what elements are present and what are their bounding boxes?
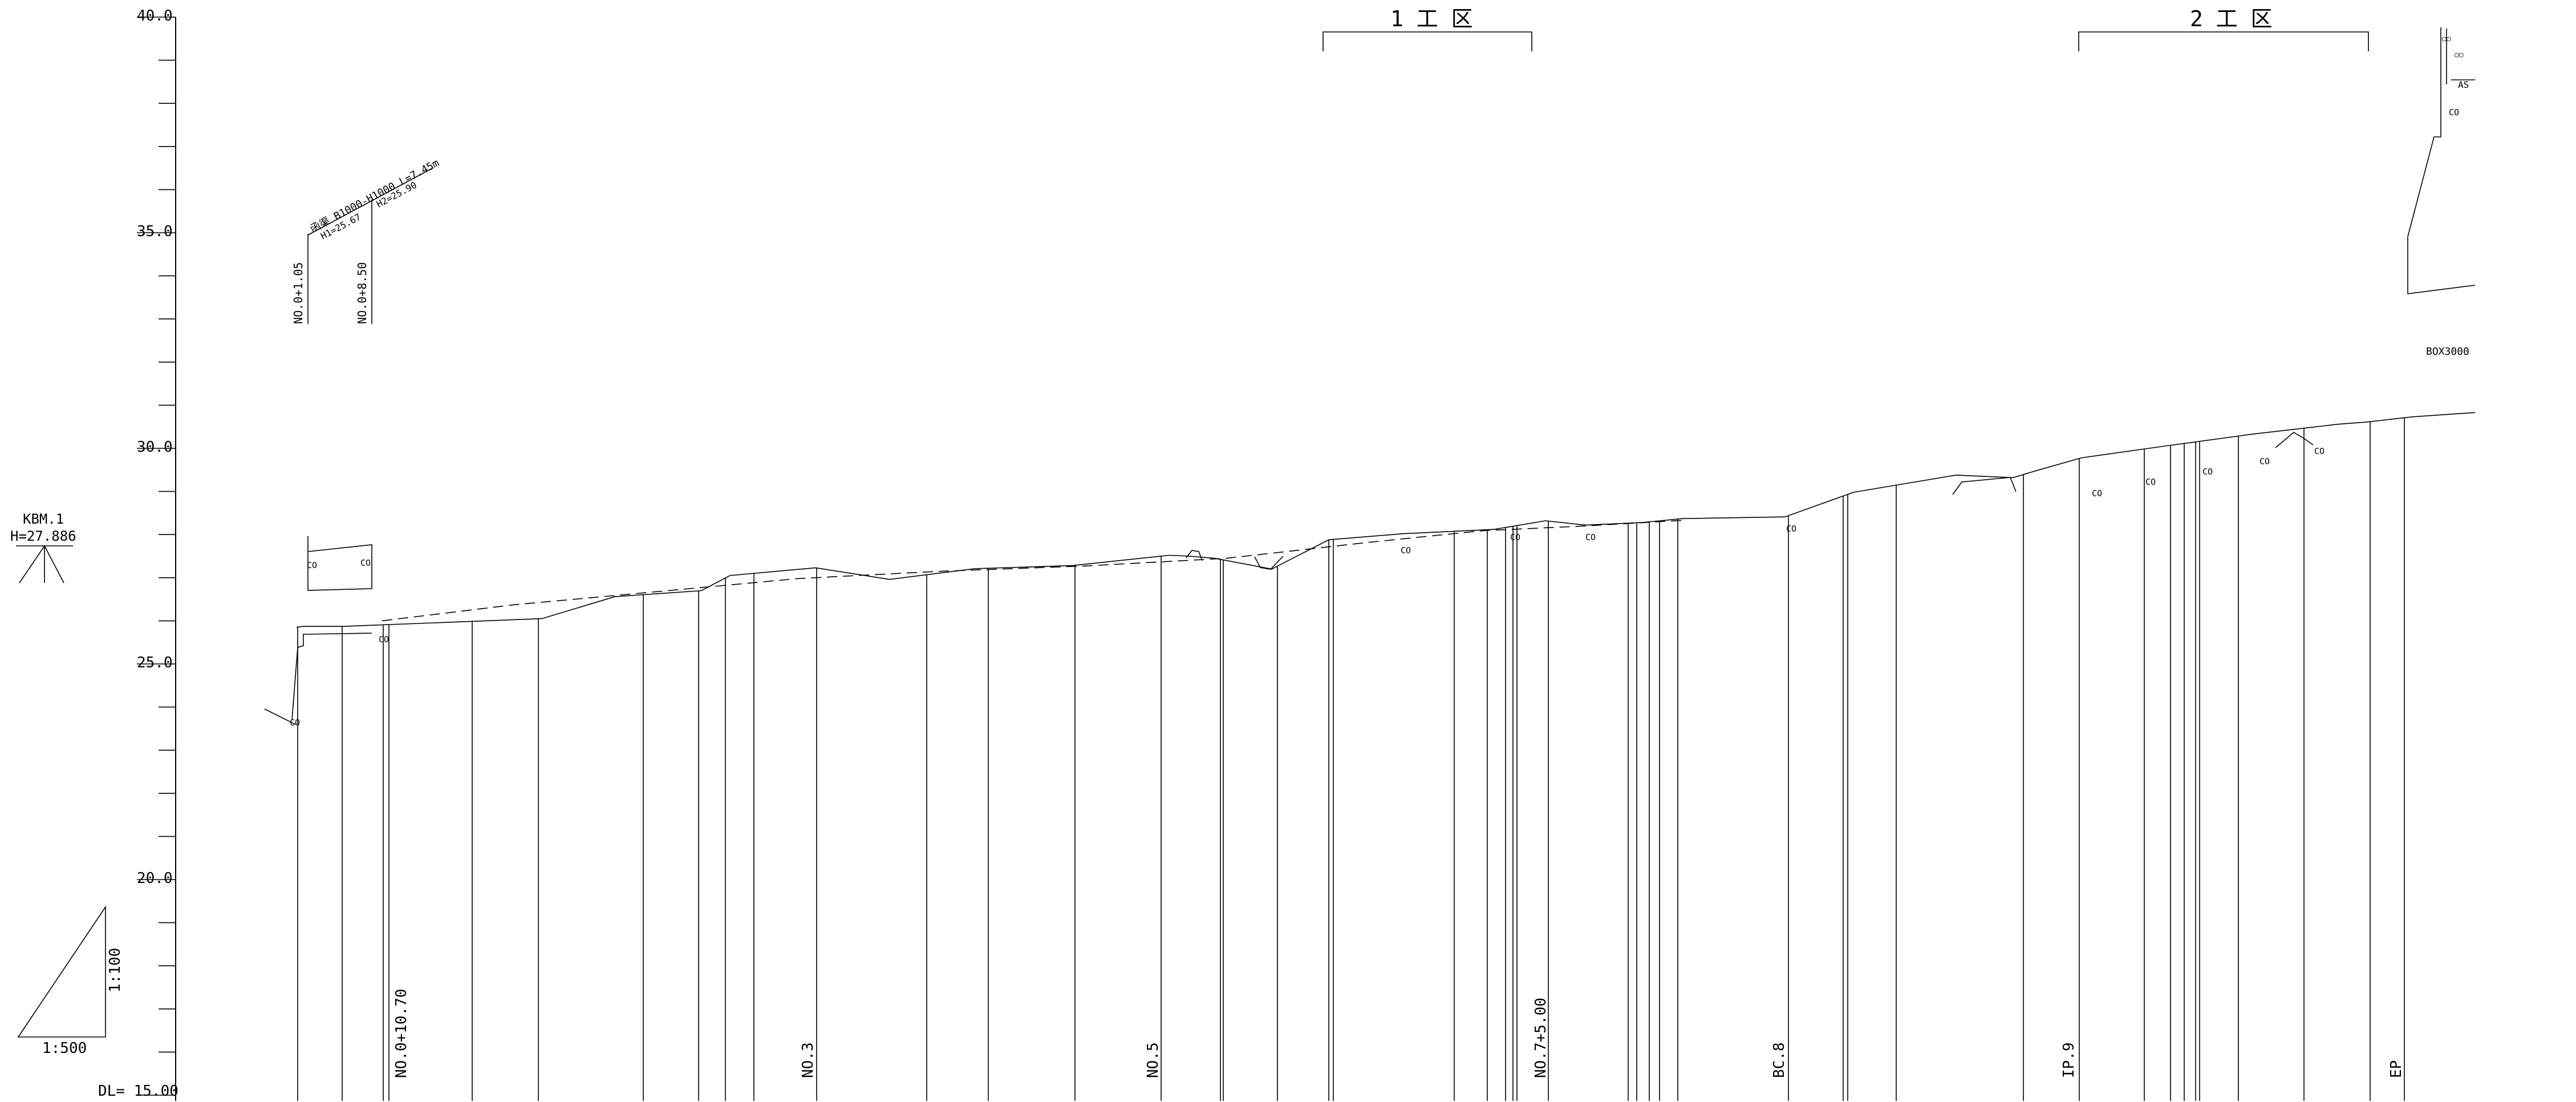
station-label: IP.9: [2060, 1042, 2078, 1078]
design-profile-line: [382, 520, 1683, 622]
marker-label: CO: [379, 634, 389, 645]
station-b-label: NO.0+8.50: [355, 262, 369, 324]
station-label: NO.7+5.00: [1532, 998, 1549, 1078]
axis-minor-ticks: [137, 17, 176, 1096]
culvert-outline: [291, 633, 372, 720]
station-label: BC.8: [1771, 1042, 1788, 1078]
marker-label: CO: [2202, 467, 2213, 477]
benchmark-name: KBM.1: [23, 511, 64, 527]
scale-vertical: 1:100: [107, 948, 124, 992]
scale-triangle: 1:500 1:100: [17, 905, 124, 1057]
marker-label: CO: [307, 560, 317, 570]
culvert-leader: [307, 167, 434, 236]
feature-embankment: [1952, 477, 2017, 495]
marker-label: CO: [2145, 477, 2156, 487]
tick-label-25: 25.0: [137, 654, 173, 671]
section-lines: [297, 418, 2405, 1101]
section-1-label: 1 工 区: [1390, 6, 1473, 31]
feature-ditch: [1254, 556, 1284, 570]
datum-label: DL= 15.00: [98, 1083, 179, 1100]
elevation-axis: 40.0 35.0 30.0 25.0 20.0 DL= 15.00: [98, 7, 179, 1101]
benchmark: KBM.1 H=27.886: [10, 511, 76, 584]
station-a-label: NO.0+1.05: [291, 262, 305, 324]
marker-label: CO: [1510, 532, 1520, 542]
culvert-spec: 函渠 B1000-H1000 L=7.45m: [308, 157, 441, 235]
profile-features: CO CO CO CO CO CO CO CO CO: [1186, 432, 2325, 570]
tick-label-35: 35.0: [137, 223, 173, 240]
section-2-bracket: [2078, 31, 2369, 51]
section-2-label: 2 工 区: [2190, 6, 2273, 31]
marker-label: CO: [2259, 456, 2270, 467]
ground-profile-line: [296, 412, 2476, 628]
marker-label: CO: [2092, 488, 2102, 499]
section-1-bracket: [1323, 31, 1532, 51]
marker-label: CO: [2449, 107, 2459, 118]
right-structure: ○○ ○○ AS CO BOX3000: [2407, 27, 2476, 358]
scale-triangle-icon: [17, 905, 106, 1038]
station-label: NO.5: [1145, 1042, 1162, 1078]
scale-horizontal: 1:500: [42, 1040, 87, 1057]
tick-label-40: 40.0: [137, 7, 173, 25]
station-label: EP: [2388, 1060, 2405, 1078]
marker-label: CO: [1585, 532, 1596, 542]
culvert-box: [307, 536, 372, 591]
right-as-label: AS: [2458, 79, 2469, 90]
marker-label: CO: [1401, 545, 1411, 556]
station-label: NO.0+10.70: [393, 988, 410, 1078]
marker-label: CO: [360, 558, 371, 568]
feature-embankment: [2275, 432, 2314, 448]
benchmark-height: H=27.886: [10, 528, 76, 544]
section-1: 1 工 区: [1323, 6, 1532, 51]
marker-label: CO: [2314, 446, 2325, 456]
tick-label-20: 20.0: [137, 870, 173, 887]
marker-label: CO: [1786, 524, 1796, 534]
profile-lines: [296, 412, 2476, 628]
culvert-structure: NO.0+1.05 NO.0+8.50 函渠 B1000-H1000 L=7.4…: [264, 157, 441, 728]
marker-label: CO: [290, 718, 300, 728]
right-oo-label: ○○: [2455, 51, 2464, 59]
station-label: NO.3: [800, 1042, 817, 1078]
feature-bump: [1186, 550, 1203, 561]
benchmark-triangle-icon: [19, 545, 64, 584]
right-oo-label: ○○: [2442, 35, 2451, 43]
right-structure-outline: [2407, 27, 2476, 294]
section-2: 2 工 区: [2078, 6, 2369, 51]
station-labels: NO.0+10.70 NO.3 NO.5 NO.7+5.00 BC.8 IP.9…: [393, 988, 2405, 1078]
right-box-label: BOX3000: [2426, 346, 2469, 358]
tick-label-30: 30.0: [137, 439, 173, 456]
bank-slope: [264, 708, 296, 725]
